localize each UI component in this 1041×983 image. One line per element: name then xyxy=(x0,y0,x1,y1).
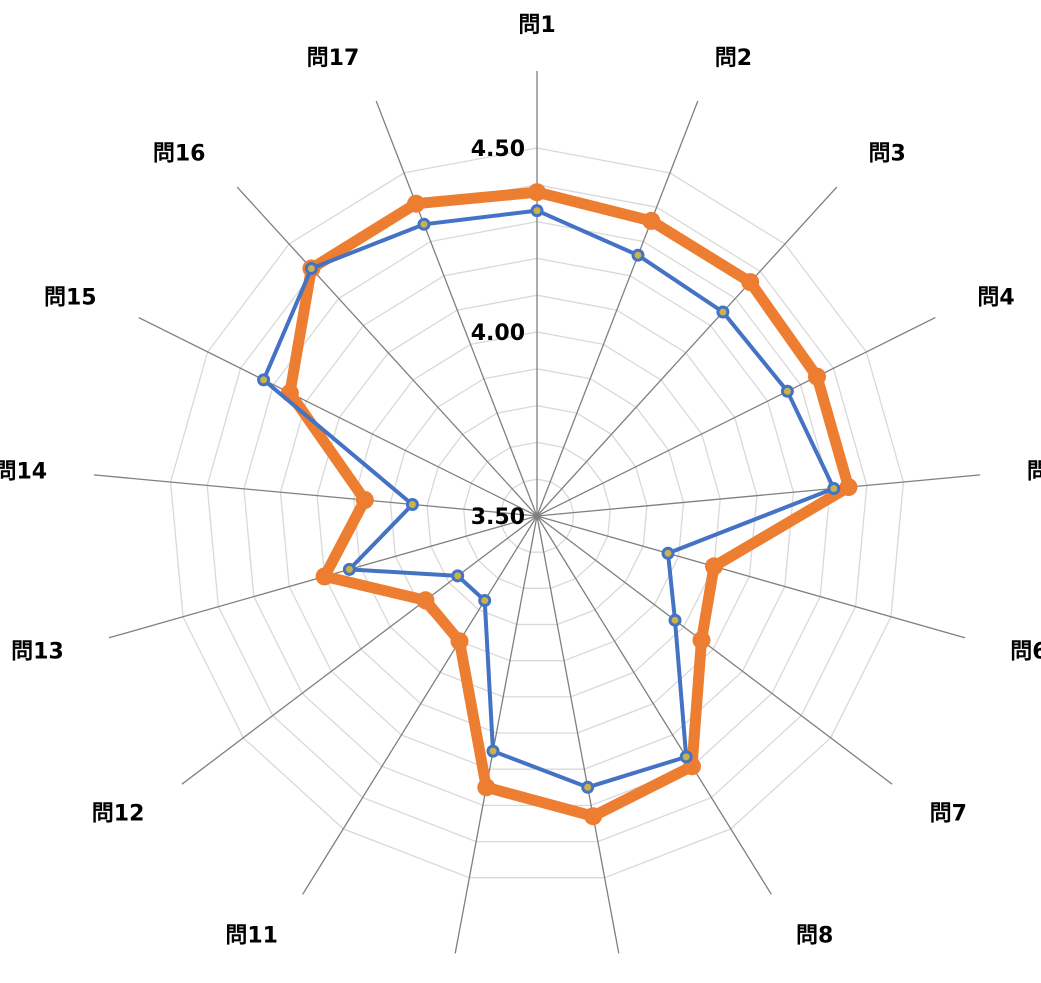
series-2-marker xyxy=(486,744,500,758)
category-label: 問6 xyxy=(1010,640,1041,665)
series-1-marker xyxy=(839,478,858,497)
category-label: 問8 xyxy=(796,923,833,948)
gridline-ring xyxy=(463,441,611,589)
category-label: 問5 xyxy=(1027,460,1041,485)
series-1-marker xyxy=(416,591,435,610)
category-label: 問17 xyxy=(307,46,360,71)
axis-spoke xyxy=(454,515,538,954)
gridline-ring xyxy=(169,147,905,879)
series-1-marker xyxy=(808,367,826,386)
category-label: 問13 xyxy=(11,640,64,665)
axis-spoke xyxy=(536,186,838,517)
series-2-marker xyxy=(451,569,465,583)
series-line-2 xyxy=(261,208,836,790)
category-label: 問14 xyxy=(0,460,47,485)
gridline-ring xyxy=(499,478,575,553)
series-2-marker xyxy=(478,594,492,607)
category-label: 問3 xyxy=(869,141,906,166)
axis-spoke xyxy=(536,515,620,954)
category-label: 問1 xyxy=(518,13,555,38)
axis-spoke xyxy=(536,515,893,785)
series-1-marker xyxy=(315,567,334,586)
series-1-marker xyxy=(528,183,546,202)
series-2-marker xyxy=(405,498,419,511)
spoke-layer xyxy=(93,71,981,954)
series-2-marker xyxy=(417,217,431,231)
series-1-marker xyxy=(692,631,711,650)
tick-layer: 3.50 4.00 4.50 xyxy=(471,137,525,530)
series-1-marker xyxy=(280,384,299,402)
tick-label: 4.00 xyxy=(471,321,525,346)
gridline-ring xyxy=(426,404,648,626)
category-label: 問12 xyxy=(92,802,145,827)
series-2-marker xyxy=(661,546,675,560)
label-layer: 問1問2問3問4問5問6問7問8問9問10問11問12問13問14問15問16問… xyxy=(0,13,1041,948)
category-label: 問16 xyxy=(153,141,206,166)
series-layer xyxy=(257,183,858,826)
series-2-marker xyxy=(304,262,318,275)
axis-spoke xyxy=(138,317,538,517)
series-2-marker xyxy=(257,373,271,387)
series-1-marker xyxy=(355,491,374,509)
axis-spoke xyxy=(536,515,772,895)
series-2-marker xyxy=(716,305,730,319)
series-2-marker xyxy=(780,384,794,398)
axis-spoke xyxy=(181,515,538,785)
category-label: 問15 xyxy=(44,286,97,311)
gridline-ring xyxy=(316,294,758,734)
category-label: 問4 xyxy=(977,286,1014,311)
series-2-marker xyxy=(668,613,682,627)
series-1-marker xyxy=(705,557,723,576)
axis-spoke xyxy=(536,474,981,517)
axis-spoke xyxy=(536,100,699,517)
gridline-ring xyxy=(206,184,868,843)
axis-spoke xyxy=(93,474,538,517)
gridline-ring xyxy=(353,331,721,698)
series-1-marker xyxy=(741,273,760,292)
axis-spoke xyxy=(536,515,966,639)
series-line-1 xyxy=(284,186,854,822)
series-1-marker xyxy=(477,778,496,797)
series-1-marker xyxy=(642,211,661,230)
axis-spoke xyxy=(236,186,538,517)
tick-label: 4.50 xyxy=(471,137,525,162)
axis-spoke xyxy=(536,317,936,517)
series-2-marker xyxy=(631,248,645,262)
tick-label: 3.50 xyxy=(471,505,525,530)
category-label: 問7 xyxy=(930,802,967,827)
series-2-marker xyxy=(342,562,356,576)
series-2-marker xyxy=(679,750,693,764)
axis-spoke xyxy=(375,100,538,517)
series-2-marker xyxy=(581,780,595,794)
series-2-marker xyxy=(827,482,841,495)
series-1-marker xyxy=(407,194,425,213)
series-1-marker xyxy=(450,632,469,651)
series-2-marker xyxy=(530,204,544,218)
gridline-ring xyxy=(389,368,685,662)
axis-spoke xyxy=(302,515,538,895)
category-label: 問2 xyxy=(715,46,752,71)
category-label: 問11 xyxy=(225,923,278,948)
series-1-marker xyxy=(584,807,603,826)
